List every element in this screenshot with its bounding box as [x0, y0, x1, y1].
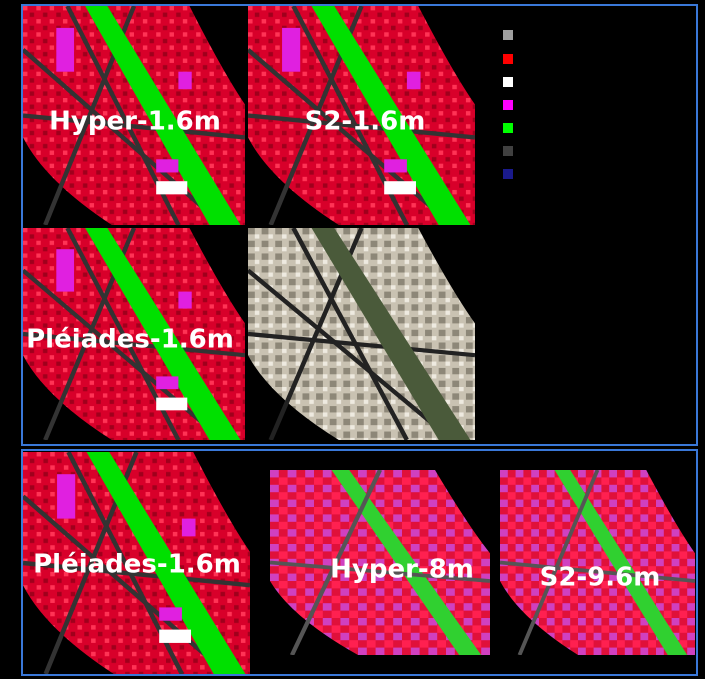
legend-swatch [503, 54, 513, 64]
top-frame [21, 4, 698, 446]
satellite-image [248, 228, 475, 440]
bottom-frame [21, 449, 698, 676]
legend-swatch [503, 100, 513, 110]
legend-swatch [503, 123, 513, 133]
legend [503, 30, 513, 179]
panel-label: Hyper-8m [330, 555, 474, 585]
panel-label: S2-1.6m [305, 107, 426, 137]
legend-swatch [503, 169, 513, 179]
legend-swatch [503, 146, 513, 156]
legend-swatch [503, 77, 513, 87]
legend-swatch [503, 30, 513, 40]
panel-label: S2-9.6m [540, 563, 661, 593]
panel-label: Pléiades-1.6m [26, 325, 234, 355]
panel-label: Pléiades-1.6m [33, 550, 241, 580]
panel-label: Hyper-1.6m [49, 107, 221, 137]
